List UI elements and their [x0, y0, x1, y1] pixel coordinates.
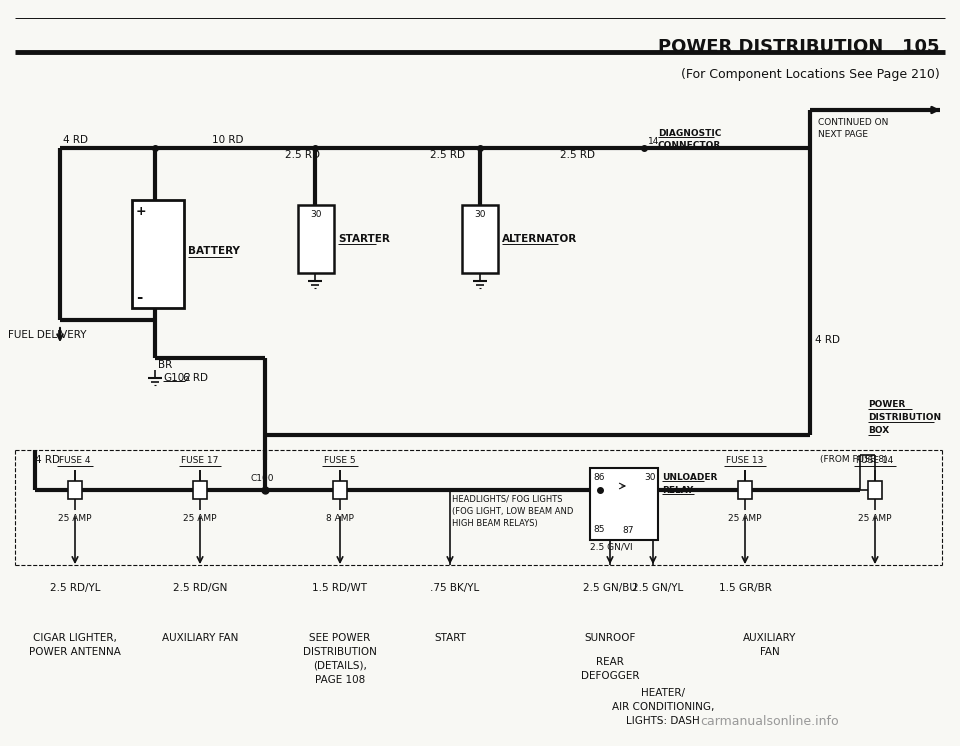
Text: STARTER: STARTER [338, 234, 390, 244]
Text: POWER ANTENNA: POWER ANTENNA [29, 647, 121, 657]
Text: 25 AMP: 25 AMP [59, 514, 92, 523]
Text: 2.5 RD: 2.5 RD [560, 150, 595, 160]
Text: CIGAR LIGHTER,: CIGAR LIGHTER, [33, 633, 117, 643]
Text: 14: 14 [648, 137, 660, 146]
Text: G102: G102 [163, 373, 191, 383]
Text: FUSE 5: FUSE 5 [324, 456, 356, 465]
Text: (FROM FUSE 8): (FROM FUSE 8) [820, 455, 888, 464]
Text: 2.5 RD/GN: 2.5 RD/GN [173, 583, 228, 593]
Text: AUXILIARY: AUXILIARY [743, 633, 797, 643]
Text: UNLOADER: UNLOADER [662, 473, 717, 482]
Text: ALTERNATOR: ALTERNATOR [502, 234, 577, 244]
Text: +: + [136, 205, 147, 218]
Text: -: - [136, 290, 142, 305]
Text: 2.5 RD/YL: 2.5 RD/YL [50, 583, 100, 593]
Text: HEADLIGHTS/ FOG LIGHTS: HEADLIGHTS/ FOG LIGHTS [452, 495, 563, 504]
Text: 25 AMP: 25 AMP [183, 514, 217, 523]
Bar [193, 481, 207, 499]
Text: 8 AMP: 8 AMP [326, 514, 354, 523]
Text: REAR: REAR [596, 657, 624, 667]
Text: LIGHTS: DASH: LIGHTS: DASH [626, 716, 700, 726]
Text: 4 RD: 4 RD [815, 335, 840, 345]
Text: FUSE 14: FUSE 14 [856, 456, 894, 465]
Bar [298, 205, 334, 273]
Text: PAGE 108: PAGE 108 [315, 675, 365, 685]
Text: AUXILIARY FAN: AUXILIARY FAN [162, 633, 238, 643]
Text: 2.5 RD: 2.5 RD [285, 150, 320, 160]
Text: 10 RD: 10 RD [212, 135, 244, 145]
Bar [738, 481, 752, 499]
Text: 25 AMP: 25 AMP [858, 514, 892, 523]
Text: POWER: POWER [868, 400, 905, 409]
Text: 30: 30 [310, 210, 322, 219]
Text: NEXT PAGE: NEXT PAGE [818, 130, 868, 139]
Bar [462, 205, 498, 273]
Text: POWER DISTRIBUTION   105: POWER DISTRIBUTION 105 [659, 38, 940, 56]
Text: DIAGNOSTIC: DIAGNOSTIC [658, 130, 721, 139]
Text: BATTERY: BATTERY [188, 246, 240, 256]
Text: SEE POWER: SEE POWER [309, 633, 371, 643]
Text: FUEL DELIVERY: FUEL DELIVERY [8, 330, 86, 340]
Text: FUSE 17: FUSE 17 [181, 456, 219, 465]
Text: 2.5 GN/BU: 2.5 GN/BU [583, 583, 636, 593]
Text: DEFOGGER: DEFOGGER [581, 671, 639, 681]
Text: START: START [434, 633, 466, 643]
Text: AIR CONDITIONING,: AIR CONDITIONING, [612, 702, 714, 712]
Bar [68, 481, 82, 499]
Text: (DETAILS),: (DETAILS), [313, 661, 367, 671]
Text: 2.5 RD: 2.5 RD [430, 150, 465, 160]
Text: 85: 85 [593, 525, 605, 534]
Text: SUNROOF: SUNROOF [585, 633, 636, 643]
Text: BR: BR [158, 360, 172, 370]
Text: 2.5 GN/VI: 2.5 GN/VI [590, 543, 633, 552]
Text: 2.5 GN/YL: 2.5 GN/YL [633, 583, 684, 593]
Text: RELAY: RELAY [662, 486, 693, 495]
Text: carmanualsonline.info: carmanualsonline.info [700, 715, 839, 728]
Bar [590, 468, 658, 540]
Text: FUSE 13: FUSE 13 [727, 456, 764, 465]
Text: 4 RD: 4 RD [35, 455, 60, 465]
Text: 30: 30 [644, 473, 656, 482]
Bar [132, 200, 184, 308]
Text: (FOG LIGHT, LOW BEAM AND: (FOG LIGHT, LOW BEAM AND [452, 507, 573, 516]
Text: (For Component Locations See Page 210): (For Component Locations See Page 210) [682, 68, 940, 81]
Text: 4 RD: 4 RD [63, 135, 88, 145]
Text: .75 BK/YL: .75 BK/YL [430, 583, 480, 593]
Text: FUSE 4: FUSE 4 [60, 456, 91, 465]
Text: DISTRIBUTION: DISTRIBUTION [303, 647, 377, 657]
Text: DISTRIBUTION: DISTRIBUTION [868, 413, 941, 422]
Text: C100: C100 [251, 474, 274, 483]
Text: 87: 87 [622, 526, 634, 535]
Text: CONNECTOR: CONNECTOR [658, 142, 721, 151]
Bar [868, 481, 882, 499]
Text: HEATER/: HEATER/ [641, 688, 685, 698]
Text: 30: 30 [474, 210, 486, 219]
Text: CONTINUED ON: CONTINUED ON [818, 118, 888, 127]
Text: BOX: BOX [868, 426, 889, 435]
Text: 86: 86 [593, 473, 605, 482]
Text: 6 RD: 6 RD [183, 373, 208, 383]
Text: HIGH BEAM RELAYS): HIGH BEAM RELAYS) [452, 519, 538, 528]
Text: FAN: FAN [760, 647, 780, 657]
Text: 1.5 GR/BR: 1.5 GR/BR [719, 583, 772, 593]
Text: 25 AMP: 25 AMP [729, 514, 761, 523]
Text: 1.5 RD/WT: 1.5 RD/WT [313, 583, 368, 593]
Bar [333, 481, 347, 499]
